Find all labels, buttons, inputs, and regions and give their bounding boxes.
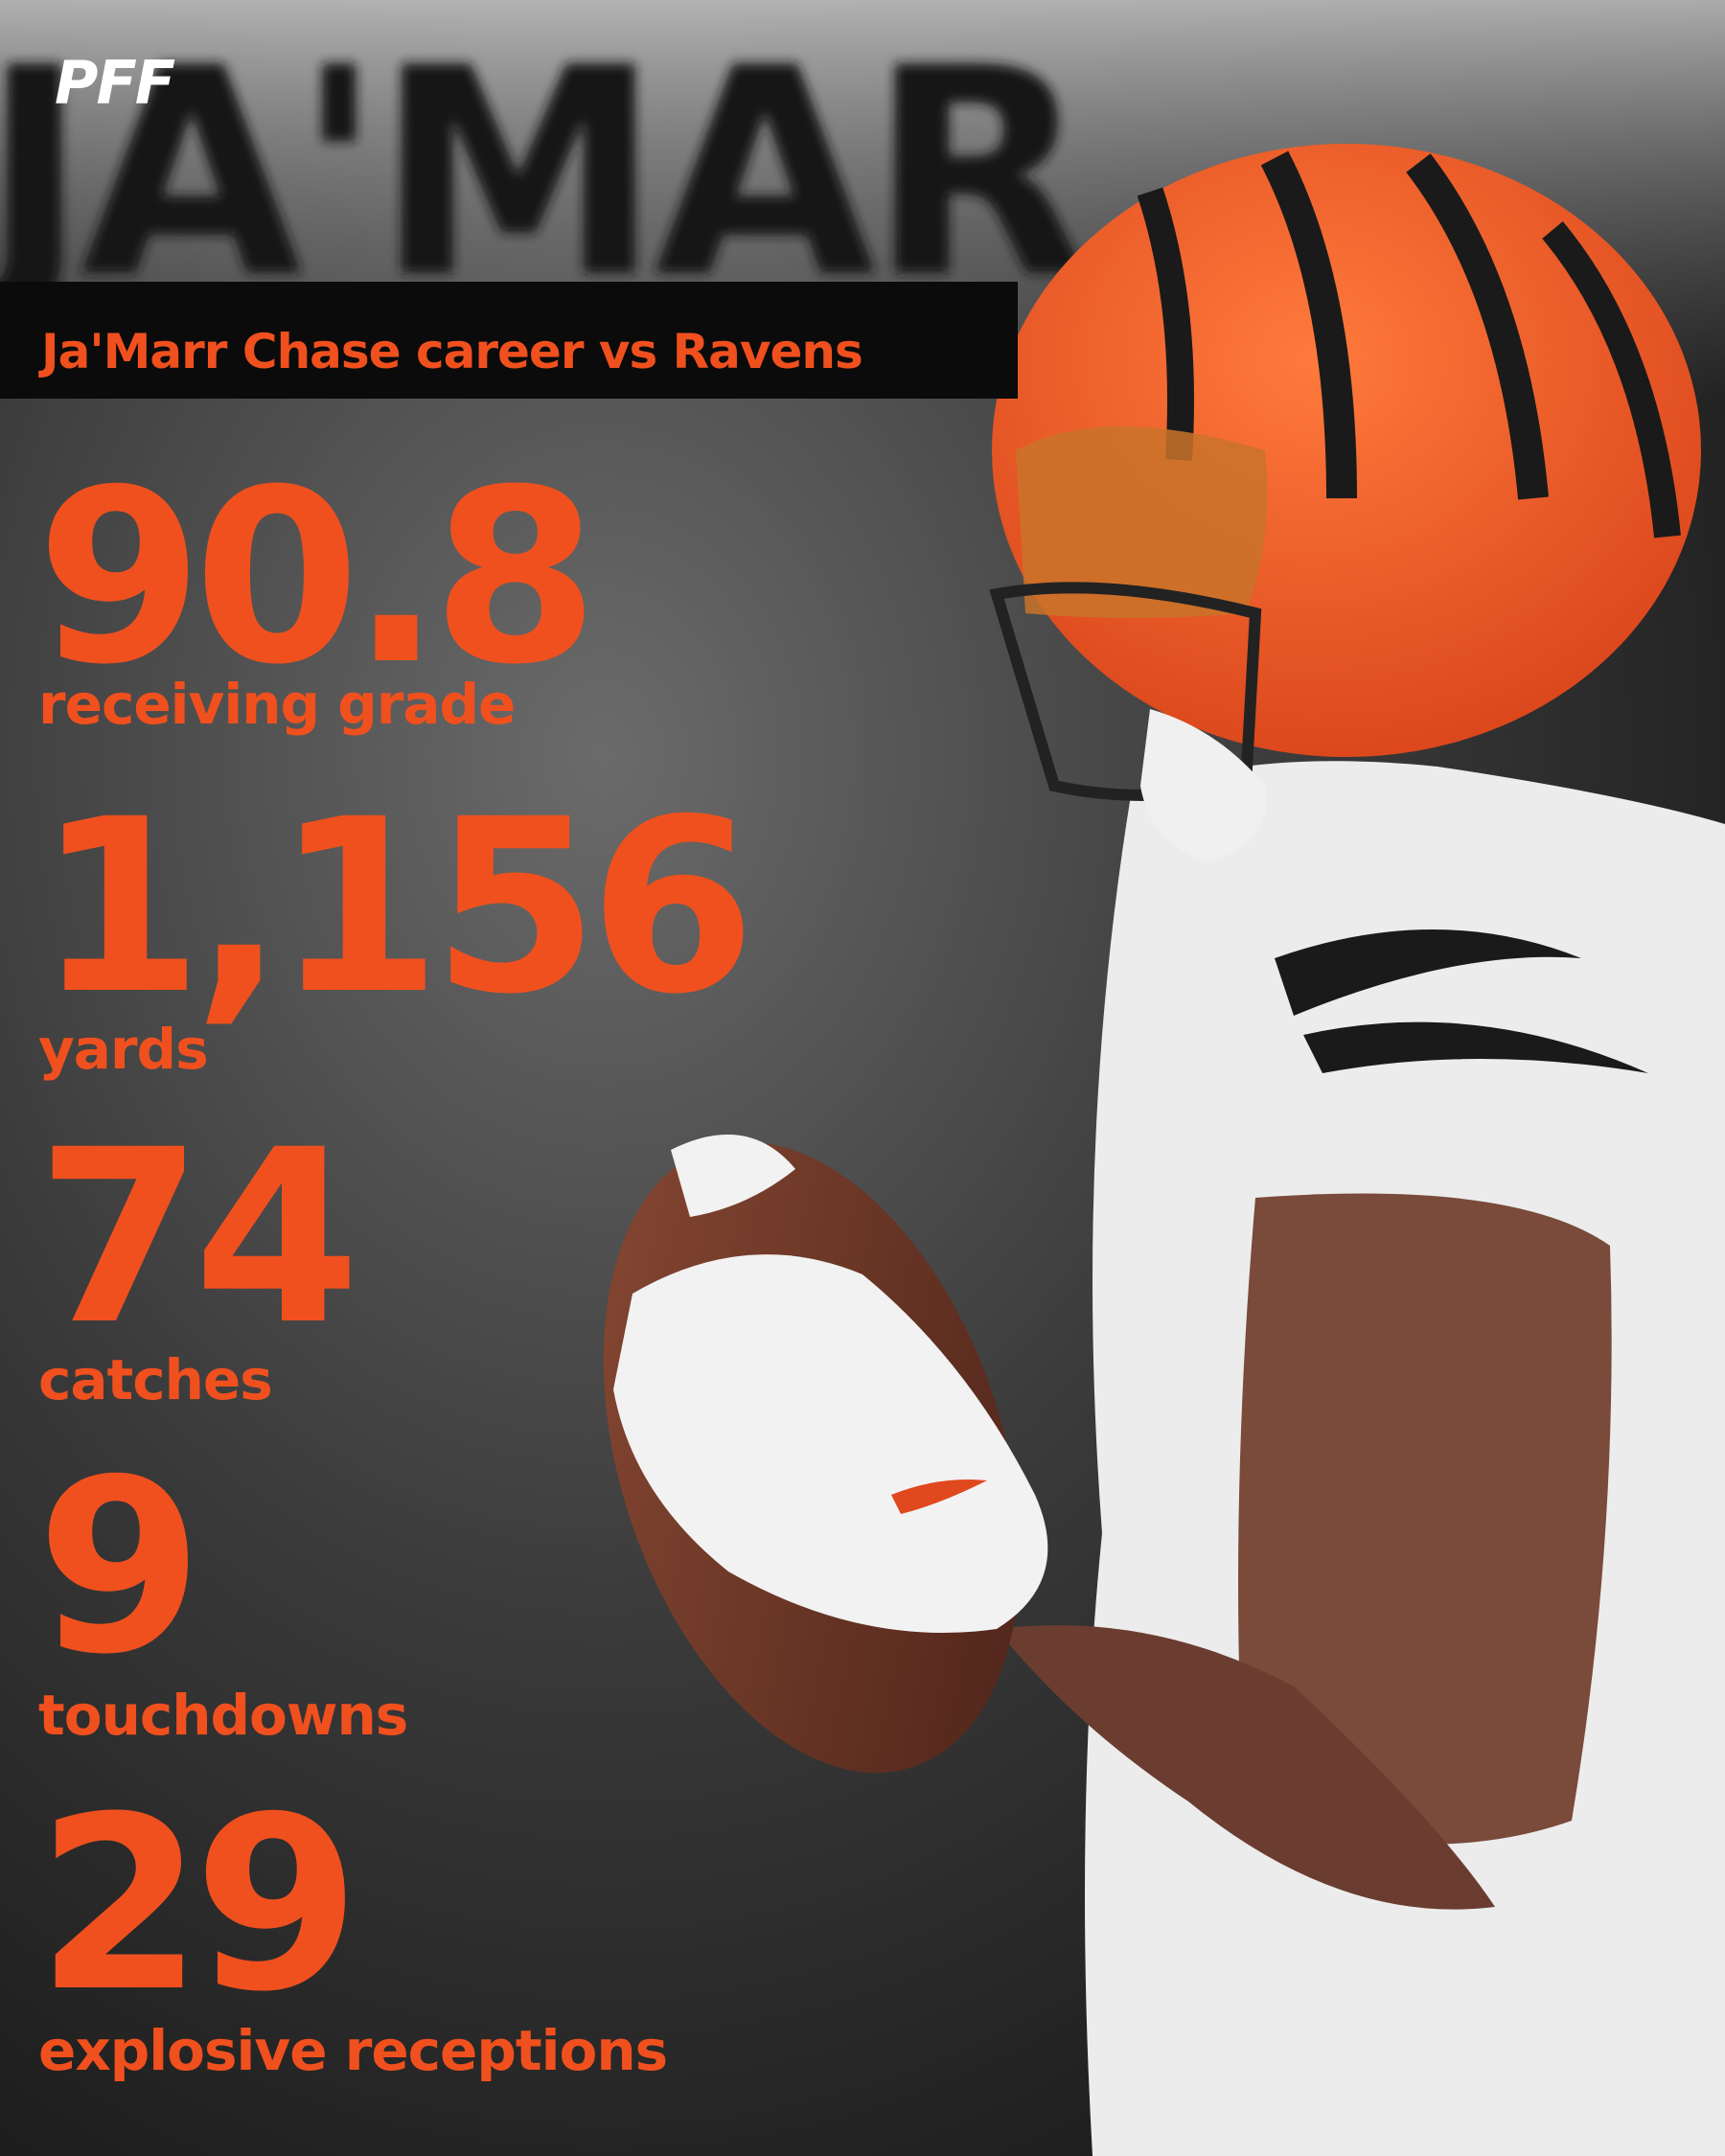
glove-logo	[891, 1479, 987, 1514]
facemask	[989, 582, 1262, 801]
stat-value: 9	[36, 1428, 194, 1707]
stat-label: yards	[38, 1017, 208, 1082]
helmet-stripe	[1542, 221, 1681, 539]
title: Ja'Marr Chase career vs Ravens	[38, 324, 862, 379]
helmet-stripe	[1260, 150, 1357, 499]
chin-strap	[1140, 709, 1267, 862]
jersey-stripe	[1303, 1021, 1648, 1073]
forearm	[997, 1625, 1495, 1910]
glove-fingers	[671, 1135, 795, 1217]
stat-value: 90.8	[36, 438, 589, 717]
stat-label: explosive receptions	[38, 2018, 667, 2083]
stat-label: receiving grade	[38, 672, 515, 737]
helmet-stripe	[1137, 187, 1194, 461]
stat-value: 29	[36, 1765, 351, 2044]
stat-label: touchdowns	[38, 1683, 407, 1748]
logo: PFF	[55, 48, 175, 118]
stat-value: 1,156	[36, 768, 747, 1046]
visor	[1016, 426, 1268, 618]
helmet-stripe	[1406, 153, 1549, 500]
player-illustration	[603, 144, 1725, 2156]
arm	[1238, 1193, 1612, 1845]
jersey-stripe	[1275, 929, 1581, 1016]
glove	[613, 1254, 1048, 1633]
stat-value: 74	[36, 1098, 351, 1377]
stat-label: catches	[38, 1347, 272, 1412]
title-bar	[0, 282, 1018, 399]
